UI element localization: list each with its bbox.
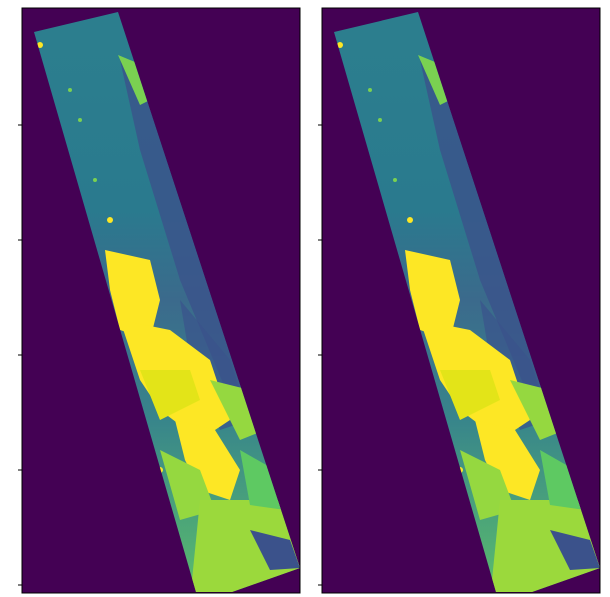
left-panel [0, 0, 320, 597]
figure [0, 0, 610, 597]
right-panel [300, 0, 610, 597]
